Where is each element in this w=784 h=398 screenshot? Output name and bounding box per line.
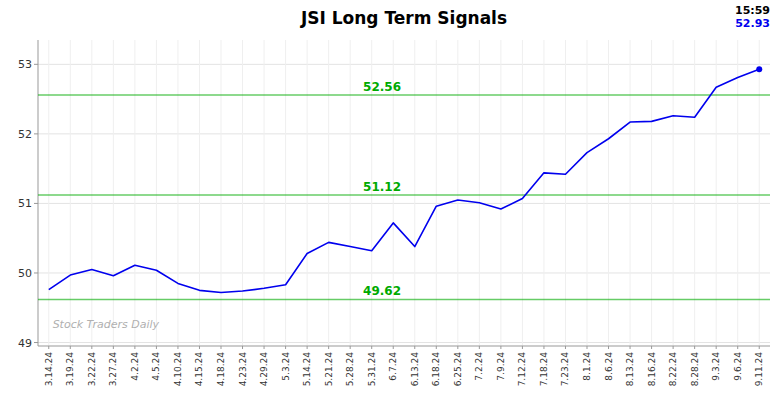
x-tick-label: 7.9.24	[496, 352, 506, 381]
x-tick	[543, 346, 544, 349]
x-tick	[630, 346, 631, 349]
x-tick	[350, 346, 351, 349]
x-tick-label: 3.14.24	[44, 352, 54, 387]
x-tick-label: 5.3.24	[281, 352, 291, 381]
x-tick	[307, 346, 308, 349]
x-tick	[608, 346, 609, 349]
y-tick	[34, 203, 38, 204]
y-tick-label: 52	[18, 128, 32, 141]
x-tick-label: 8.13.24	[625, 352, 635, 387]
grid-line-y	[38, 342, 770, 343]
x-tick-label: 6.25.24	[453, 352, 463, 387]
y-tick-label: 51	[18, 197, 32, 210]
x-tick-label: 4.23.24	[238, 352, 248, 387]
x-tick	[285, 346, 286, 349]
y-tick	[34, 64, 38, 65]
x-tick-label: 9.3.24	[711, 352, 721, 381]
x-tick-label: 7.2.24	[474, 352, 484, 381]
y-tick-label: 50	[18, 267, 32, 280]
last-point	[756, 66, 762, 72]
chart: 49 50 51 52 53 3.14.24 3.19.24 3.22.24 3.27.24 4.…	[0, 0, 784, 398]
x-tick-label: 8.16.24	[647, 352, 657, 387]
y-tick	[34, 133, 38, 134]
price-line	[49, 69, 759, 292]
x-tick	[759, 346, 760, 349]
signal-label: 51.12	[363, 180, 401, 194]
x-tick-label: 6.13.24	[410, 352, 420, 387]
grid-line-y	[38, 272, 770, 273]
x-tick	[479, 346, 480, 349]
x-tick	[457, 346, 458, 349]
x-tick	[587, 346, 588, 349]
x-tick	[737, 346, 738, 349]
grid-line-y	[38, 133, 770, 134]
y-tick	[34, 342, 38, 343]
watermark: Stock Traders Daily	[53, 318, 160, 331]
x-tick	[651, 346, 652, 349]
x-tick-label: 4.29.24	[259, 352, 269, 387]
x-tick-label: 8.1.24	[582, 352, 592, 381]
x-tick-label: 9.6.24	[733, 352, 743, 381]
x-tick	[500, 346, 501, 349]
x-tick	[716, 346, 717, 349]
x-tick	[242, 346, 243, 349]
x-axis-line	[38, 346, 770, 347]
x-tick	[113, 346, 114, 349]
y-tick-label: 53	[18, 58, 32, 71]
x-tick	[371, 346, 372, 349]
y-tick-label: 49	[18, 337, 32, 350]
x-tick-label: 3.27.24	[108, 352, 118, 387]
y-tick	[34, 272, 38, 273]
x-tick	[565, 346, 566, 349]
x-tick-label: 4.2.24	[130, 352, 140, 381]
x-tick	[199, 346, 200, 349]
x-tick-label: 5.21.24	[324, 352, 334, 387]
x-tick-label: 6.18.24	[431, 352, 441, 387]
x-tick	[673, 346, 674, 349]
x-tick-label: 7.23.24	[560, 352, 570, 387]
x-tick-label: 3.19.24	[65, 352, 75, 387]
x-tick	[91, 346, 92, 349]
annotation: 15:59	[735, 4, 770, 17]
x-tick-label: 6.7.24	[388, 352, 398, 381]
x-tick	[177, 346, 178, 349]
x-tick-label: 7.12.24	[517, 352, 527, 387]
signal-line	[38, 194, 770, 196]
x-tick-label: 4.10.24	[173, 352, 183, 387]
x-tick	[70, 346, 71, 349]
x-tick	[522, 346, 523, 349]
x-tick-label: 8.6.24	[604, 352, 614, 381]
title: JSI Long Term Signals	[300, 8, 507, 28]
x-tick	[221, 346, 222, 349]
signal-label: 49.62	[363, 284, 401, 298]
x-tick-label: 3.22.24	[87, 352, 97, 387]
x-tick-label: 5.31.24	[367, 352, 377, 387]
x-tick-label: 5.28.24	[345, 352, 355, 387]
grid-line-y	[38, 64, 770, 65]
signal-line	[38, 94, 770, 96]
x-tick-label: 4.18.24	[216, 352, 226, 387]
x-tick	[414, 346, 415, 349]
x-tick	[694, 346, 695, 349]
signal-label: 52.56	[363, 80, 401, 94]
x-tick	[134, 346, 135, 349]
plot-area	[38, 66, 770, 299]
x-tick	[436, 346, 437, 349]
x-tick-label: 4.5.24	[151, 352, 161, 381]
grid-line-y	[38, 203, 770, 204]
grid	[38, 40, 770, 346]
x-tick-label: 4.15.24	[194, 352, 204, 387]
annotation: 52.93	[735, 17, 770, 30]
x-tick-label: 8.28.24	[690, 352, 700, 387]
x-tick	[264, 346, 265, 349]
x-tick	[48, 346, 49, 349]
x-tick-label: 8.22.24	[668, 352, 678, 387]
signal-line	[38, 299, 770, 301]
x-tick-label: 9.11.24	[754, 352, 764, 387]
x-tick	[328, 346, 329, 349]
x-tick	[156, 346, 157, 349]
x-tick-label: 5.14.24	[302, 352, 312, 387]
x-tick	[393, 346, 394, 349]
x-tick-label: 7.18.24	[539, 352, 549, 387]
